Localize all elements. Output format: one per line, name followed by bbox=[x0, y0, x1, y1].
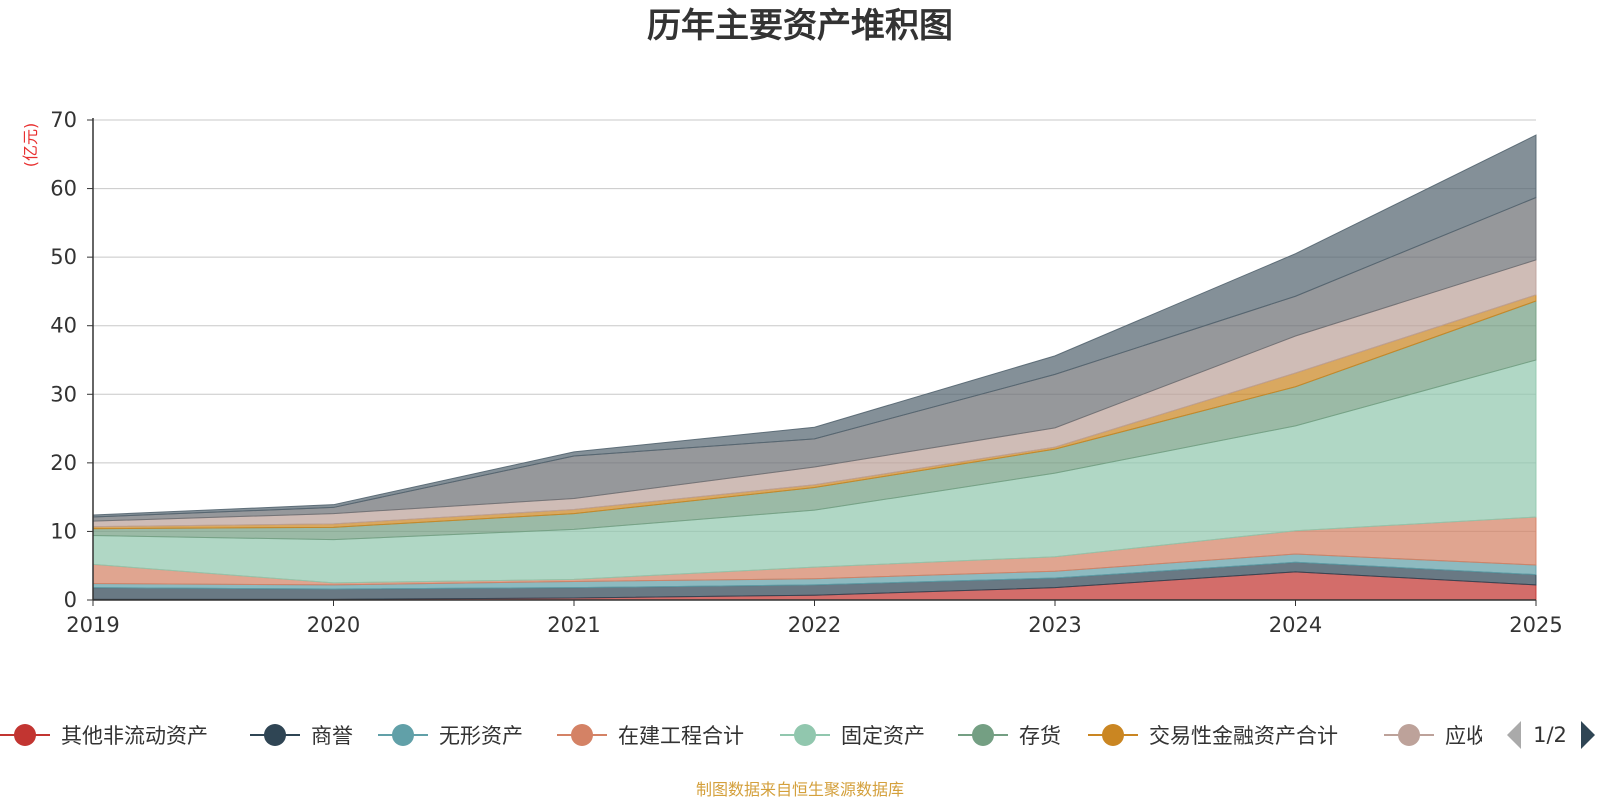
legend-item[interactable]: 其他非流动资产 bbox=[0, 724, 208, 748]
legend-label: 固定资产 bbox=[841, 724, 925, 748]
legend-label: 商誉 bbox=[311, 724, 353, 748]
legend-item[interactable]: 存货 bbox=[958, 724, 1061, 748]
legend: 其他非流动资产 商誉 无形资产 在建工程合计 固定资产 存货 交易性金融资产合计 应收 bbox=[0, 724, 1487, 748]
area-series bbox=[92, 134, 1537, 601]
legend-item[interactable]: 交易性金融资产合计 bbox=[1088, 724, 1338, 748]
y-tick-label: 10 bbox=[50, 519, 77, 543]
chart-title: 历年主要资产堆积图 bbox=[647, 6, 953, 46]
y-tick-label: 30 bbox=[50, 382, 77, 406]
legend-next-arrow-icon[interactable] bbox=[1581, 721, 1595, 749]
legend-dot-marker bbox=[972, 724, 994, 746]
y-tick-label: 70 bbox=[50, 108, 77, 132]
area-series-10 bbox=[92, 134, 1537, 518]
legend-item[interactable]: 固定资产 bbox=[780, 724, 925, 748]
grid-lines bbox=[93, 119, 1536, 532]
y-axis-unit-label: (亿元) bbox=[21, 123, 40, 168]
legend-label: 交易性金融资产合计 bbox=[1149, 724, 1338, 748]
legend-dot-marker bbox=[264, 724, 286, 746]
legend-dot-marker bbox=[392, 724, 414, 746]
legend-item[interactable]: 商誉 bbox=[250, 724, 353, 748]
legend-label: 其他非流动资产 bbox=[61, 724, 208, 748]
legend-dot-marker bbox=[1398, 724, 1420, 746]
y-tick-label: 20 bbox=[50, 451, 77, 475]
legend-label: 存货 bbox=[1019, 724, 1061, 748]
axes: 0 10 20 30 40 50 60 70 2019 2020 2021 2022 2023 2024 2… bbox=[50, 108, 1562, 637]
legend-dot-marker bbox=[1102, 724, 1124, 746]
x-tick-label: 2024 bbox=[1269, 613, 1322, 637]
legend-item[interactable]: 在建工程合计 bbox=[557, 724, 744, 748]
y-tick-label: 60 bbox=[50, 177, 77, 201]
x-tick-label: 2019 bbox=[66, 613, 119, 637]
y-tick-label: 0 bbox=[64, 588, 77, 612]
legend-item[interactable]: 无形资产 bbox=[378, 724, 523, 748]
x-tick-label: 2021 bbox=[547, 613, 600, 637]
x-tick-label: 2020 bbox=[307, 613, 360, 637]
legend-page-indicator: 1/2 bbox=[1533, 723, 1567, 747]
legend-label: 无形资产 bbox=[439, 724, 523, 748]
legend-item[interactable]: 应收 bbox=[1384, 724, 1487, 748]
legend-dot-marker bbox=[794, 724, 816, 746]
y-tick-label: 50 bbox=[50, 245, 77, 269]
y-tick-label: 40 bbox=[50, 314, 77, 338]
x-tick-label: 2025 bbox=[1509, 613, 1562, 637]
legend-dot-marker bbox=[571, 724, 593, 746]
legend-label: 应收 bbox=[1445, 724, 1487, 748]
legend-pager: 1/2 bbox=[1507, 721, 1595, 749]
legend-label: 在建工程合计 bbox=[618, 724, 744, 748]
x-tick-label: 2023 bbox=[1028, 613, 1081, 637]
legend-prev-arrow-icon[interactable] bbox=[1507, 721, 1521, 749]
legend-dot-marker bbox=[14, 724, 36, 746]
source-note: 制图数据来自恒生聚源数据库 bbox=[696, 780, 904, 799]
x-tick-label: 2022 bbox=[788, 613, 841, 637]
